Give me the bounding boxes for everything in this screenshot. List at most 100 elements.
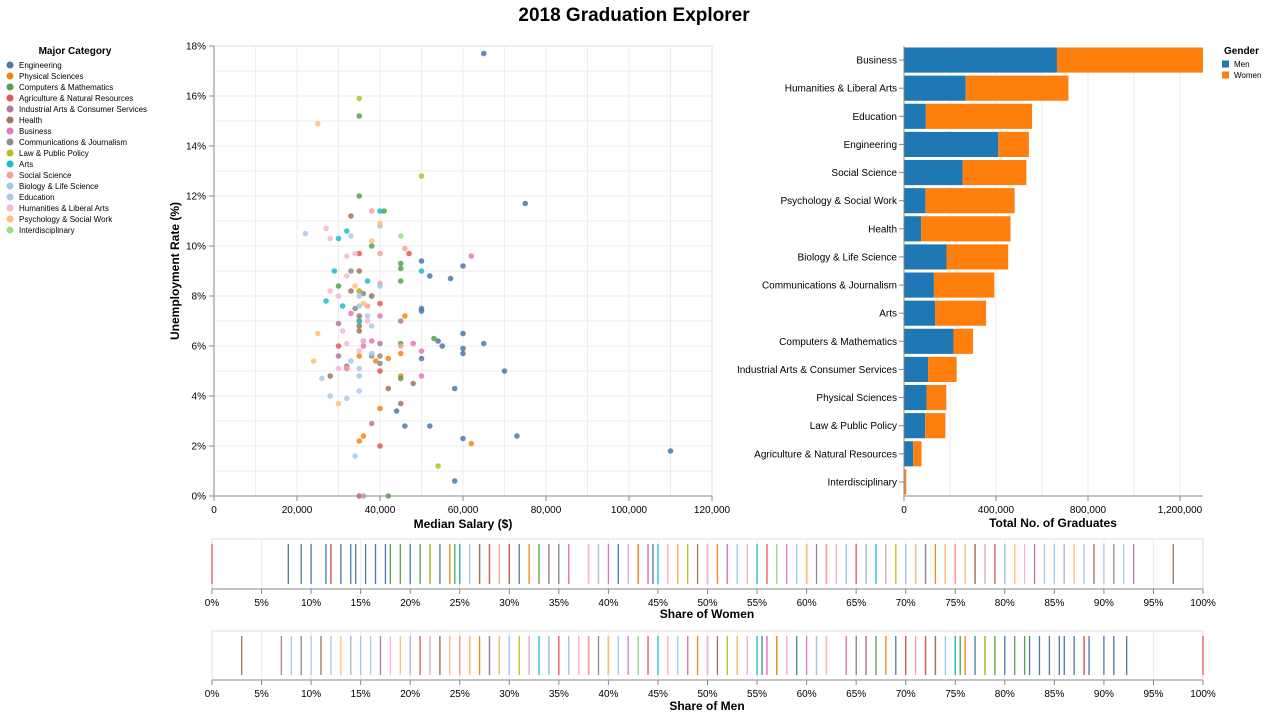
strip-x-tick-label: 15% xyxy=(351,598,371,609)
legend-label-engineering: Engineering xyxy=(19,61,62,70)
bar-men-business xyxy=(904,47,1057,73)
bar-category-label: Law & Public Policy xyxy=(810,421,897,432)
scatter-point-physical-sciences xyxy=(385,355,392,362)
scatter-point-engineering xyxy=(480,340,487,347)
scatter-point-health xyxy=(385,385,392,392)
bar-category-label: Engineering xyxy=(844,140,897,151)
scatter-point-arts xyxy=(377,208,383,214)
scatter-point-health xyxy=(356,328,363,334)
bar-women-communications-and-journalism xyxy=(933,272,995,298)
scatter-point-law-and-public-policy xyxy=(356,95,363,102)
scatter-point-health xyxy=(356,323,363,329)
bar-men-biology-and-life-science xyxy=(904,244,947,270)
scatter-point-biology-and-life-science xyxy=(368,350,375,357)
legend-label-law-and-public-policy: Law & Public Policy xyxy=(19,149,89,158)
strip-x-tick-label: 70% xyxy=(896,598,916,609)
graduates-by-gender-bar-chart: Business Humanities & Liberal Arts Educati… xyxy=(737,46,1203,530)
scatter-point-industrial-arts-and-consumer-services xyxy=(377,340,383,347)
scatter-point-education xyxy=(348,233,354,239)
bar-women-education xyxy=(925,103,1033,129)
scatter-x-tick-label: 100,000 xyxy=(611,505,648,516)
scatter-point-arts xyxy=(335,235,342,242)
scatter-point-engineering xyxy=(435,338,441,344)
bar-women-industrial-arts-and-consumer-services xyxy=(928,356,957,382)
bar-men-computers-and-mathematics xyxy=(904,328,954,354)
scatter-point-engineering xyxy=(460,350,466,357)
bar-category-label: Humanities & Liberal Arts xyxy=(785,84,897,95)
scatter-point-physical-sciences xyxy=(356,353,363,359)
scatter-point-humanities-and-liberal-arts xyxy=(323,225,329,232)
bar-women-business xyxy=(1056,47,1203,73)
scatter-y-tick-label: 16% xyxy=(186,92,206,103)
bar-x-tick-label: 1,200,000 xyxy=(1158,505,1203,516)
scatter-point-social-science xyxy=(364,303,371,309)
legend-swatch-interdisciplinary xyxy=(6,226,14,234)
scatter-point-engineering xyxy=(402,423,408,429)
scatter-point-humanities-and-liberal-arts xyxy=(356,348,363,354)
scatter-point-humanities-and-liberal-arts xyxy=(344,340,350,347)
scatter-point-engineering xyxy=(514,433,520,439)
bar-women-interdisciplinary xyxy=(904,469,907,495)
scatter-point-agriculture-and-natural-resources xyxy=(406,250,412,257)
scatter-point-engineering xyxy=(451,385,458,392)
strip-x-tick-label: 5% xyxy=(254,689,269,700)
bar-women-arts xyxy=(935,300,987,326)
strip-x-tick-label: 95% xyxy=(1143,598,1163,609)
legend-swatch-education xyxy=(6,193,14,201)
scatter-point-business xyxy=(377,313,383,319)
scatter-point-education xyxy=(319,375,325,382)
bar-women-physical-sciences xyxy=(926,385,947,411)
scatter-point-business xyxy=(418,373,425,379)
strip-x-tick-label: 10% xyxy=(301,598,321,609)
scatter-y-tick-label: 14% xyxy=(186,142,206,153)
scatter-point-computers-and-mathematics xyxy=(356,113,363,119)
strip-x-tick-label: 50% xyxy=(697,598,717,609)
bar-category-label: Education xyxy=(853,112,897,123)
scatter-point-physical-sciences xyxy=(397,350,404,357)
scatter-x-axis-title: Median Salary ($) xyxy=(414,517,513,531)
scatter-y-tick-label: 10% xyxy=(186,242,206,253)
strip-x-tick-label: 30% xyxy=(499,598,519,609)
scatter-x-tick-label: 20,000 xyxy=(282,505,313,516)
strip-x-tick-label: 35% xyxy=(549,689,569,700)
legend-label-psychology-and-social-work: Psychology & Social Work xyxy=(19,215,113,224)
scatter-x-tick-label: 0 xyxy=(211,505,217,516)
legend-swatch-engineering xyxy=(6,61,14,69)
scatter-point-education xyxy=(356,365,363,372)
scatter-point-engineering xyxy=(460,263,466,269)
strip-x-tick-label: 100% xyxy=(1190,598,1216,609)
strip-x-tick-label: 25% xyxy=(450,598,470,609)
legend-swatch-industrial-arts-and-consumer-services xyxy=(6,105,14,113)
bar-men-communications-and-journalism xyxy=(904,272,934,298)
gender-swatch-men xyxy=(1222,60,1229,68)
strip-x-tick-label: 90% xyxy=(1094,598,1114,609)
scatter-x-tick-label: 120,000 xyxy=(694,505,731,516)
scatter-point-physical-sciences xyxy=(356,438,363,444)
strip-x-tick-label: 40% xyxy=(598,598,618,609)
strip-x-tick-label: 100% xyxy=(1190,689,1216,700)
scatter-x-tick-label: 60,000 xyxy=(448,505,479,516)
bar-men-agriculture-and-natural-resources xyxy=(904,441,914,467)
scatter-point-biology-and-life-science xyxy=(356,303,363,309)
strip-x-tick-label: 65% xyxy=(846,689,866,700)
strip-x-tick-label: 25% xyxy=(450,689,470,700)
scatter-point-health xyxy=(348,213,354,219)
scatter-point-communications-and-journalism xyxy=(352,305,358,312)
scatter-point-computers-and-mathematics xyxy=(397,265,404,272)
gender-label-women: Women xyxy=(1234,71,1261,80)
scatter-point-engineering xyxy=(447,275,454,282)
scatter-point-business xyxy=(418,348,425,354)
legend-swatch-physical-sciences xyxy=(6,72,14,80)
legend-label-interdisciplinary: Interdisciplinary xyxy=(19,226,75,235)
scatter-point-engineering xyxy=(418,355,425,362)
bar-x-tick-label: 0 xyxy=(901,505,907,516)
strip-x-tick-label: 20% xyxy=(400,689,420,700)
strip-x-tick-label: 40% xyxy=(598,689,618,700)
legend-label-social-science: Social Science xyxy=(19,171,72,180)
bar-women-law-and-public-policy xyxy=(925,413,946,439)
scatter-point-business xyxy=(368,338,375,344)
scatter-point-agriculture-and-natural-resources xyxy=(377,443,383,449)
bar-x-tick-label: 800,000 xyxy=(1070,505,1107,516)
share-of-men-strip: 0% 5% 10% 15% 20% 25% 30% 35% 40% 45% 50% 55% 60% 65%… xyxy=(205,630,1216,713)
scatter-point-health xyxy=(356,268,363,274)
